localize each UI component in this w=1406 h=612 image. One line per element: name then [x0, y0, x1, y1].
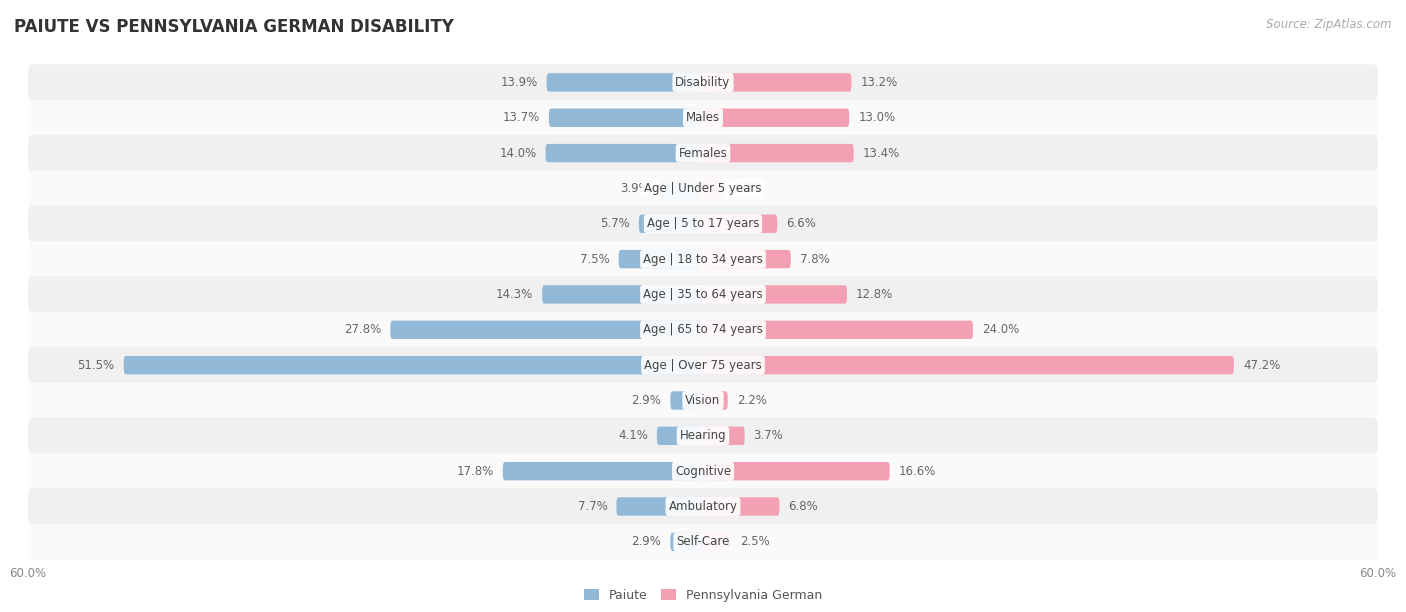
- FancyBboxPatch shape: [703, 321, 973, 339]
- Text: Self-Care: Self-Care: [676, 536, 730, 548]
- Text: Cognitive: Cognitive: [675, 465, 731, 477]
- FancyBboxPatch shape: [28, 453, 1378, 489]
- Text: 47.2%: 47.2%: [1243, 359, 1281, 371]
- Text: 2.2%: 2.2%: [737, 394, 766, 407]
- Text: 51.5%: 51.5%: [77, 359, 115, 371]
- FancyBboxPatch shape: [28, 241, 1378, 277]
- Text: Source: ZipAtlas.com: Source: ZipAtlas.com: [1267, 18, 1392, 31]
- FancyBboxPatch shape: [703, 108, 849, 127]
- Text: 16.6%: 16.6%: [898, 465, 936, 477]
- FancyBboxPatch shape: [703, 498, 779, 516]
- FancyBboxPatch shape: [28, 418, 1378, 454]
- FancyBboxPatch shape: [28, 524, 1378, 560]
- FancyBboxPatch shape: [503, 462, 703, 480]
- Text: Ambulatory: Ambulatory: [668, 500, 738, 513]
- Text: 13.2%: 13.2%: [860, 76, 897, 89]
- Text: Age | 35 to 64 years: Age | 35 to 64 years: [643, 288, 763, 301]
- Text: 2.5%: 2.5%: [740, 536, 770, 548]
- Text: 5.7%: 5.7%: [600, 217, 630, 230]
- FancyBboxPatch shape: [703, 356, 1234, 375]
- FancyBboxPatch shape: [28, 170, 1378, 206]
- Text: Females: Females: [679, 147, 727, 160]
- FancyBboxPatch shape: [638, 215, 703, 233]
- Text: 13.0%: 13.0%: [858, 111, 896, 124]
- FancyBboxPatch shape: [28, 312, 1378, 348]
- Text: Hearing: Hearing: [679, 429, 727, 442]
- FancyBboxPatch shape: [703, 215, 778, 233]
- FancyBboxPatch shape: [659, 179, 703, 198]
- FancyBboxPatch shape: [547, 73, 703, 92]
- Text: Disability: Disability: [675, 76, 731, 89]
- FancyBboxPatch shape: [546, 144, 703, 162]
- FancyBboxPatch shape: [703, 285, 846, 304]
- Text: 3.7%: 3.7%: [754, 429, 783, 442]
- FancyBboxPatch shape: [703, 73, 852, 92]
- FancyBboxPatch shape: [28, 64, 1378, 100]
- FancyBboxPatch shape: [703, 391, 728, 409]
- FancyBboxPatch shape: [543, 285, 703, 304]
- FancyBboxPatch shape: [703, 462, 890, 480]
- Text: 1.9%: 1.9%: [734, 182, 763, 195]
- Text: 24.0%: 24.0%: [981, 323, 1019, 336]
- FancyBboxPatch shape: [28, 206, 1378, 242]
- Text: 6.8%: 6.8%: [789, 500, 818, 513]
- Legend: Paiute, Pennsylvania German: Paiute, Pennsylvania German: [579, 584, 827, 607]
- FancyBboxPatch shape: [703, 250, 790, 268]
- Text: 12.8%: 12.8%: [856, 288, 893, 301]
- FancyBboxPatch shape: [671, 391, 703, 409]
- Text: 17.8%: 17.8%: [457, 465, 494, 477]
- FancyBboxPatch shape: [28, 135, 1378, 171]
- FancyBboxPatch shape: [616, 498, 703, 516]
- Text: Age | 18 to 34 years: Age | 18 to 34 years: [643, 253, 763, 266]
- Text: 6.6%: 6.6%: [786, 217, 815, 230]
- FancyBboxPatch shape: [391, 321, 703, 339]
- FancyBboxPatch shape: [124, 356, 703, 375]
- Text: 2.9%: 2.9%: [631, 536, 661, 548]
- Text: 13.9%: 13.9%: [501, 76, 537, 89]
- FancyBboxPatch shape: [671, 532, 703, 551]
- Text: 7.5%: 7.5%: [579, 253, 610, 266]
- Text: Males: Males: [686, 111, 720, 124]
- Text: 2.9%: 2.9%: [631, 394, 661, 407]
- FancyBboxPatch shape: [28, 488, 1378, 524]
- Text: 14.0%: 14.0%: [499, 147, 537, 160]
- Text: Vision: Vision: [685, 394, 721, 407]
- FancyBboxPatch shape: [703, 144, 853, 162]
- FancyBboxPatch shape: [703, 532, 731, 551]
- FancyBboxPatch shape: [28, 347, 1378, 383]
- Text: 3.9%: 3.9%: [620, 182, 650, 195]
- Text: Age | Under 5 years: Age | Under 5 years: [644, 182, 762, 195]
- FancyBboxPatch shape: [703, 427, 745, 445]
- Text: Age | 65 to 74 years: Age | 65 to 74 years: [643, 323, 763, 336]
- FancyBboxPatch shape: [548, 108, 703, 127]
- Text: 7.8%: 7.8%: [800, 253, 830, 266]
- Text: 4.1%: 4.1%: [619, 429, 648, 442]
- FancyBboxPatch shape: [619, 250, 703, 268]
- Text: Age | 5 to 17 years: Age | 5 to 17 years: [647, 217, 759, 230]
- Text: 13.4%: 13.4%: [863, 147, 900, 160]
- FancyBboxPatch shape: [703, 179, 724, 198]
- Text: 14.3%: 14.3%: [496, 288, 533, 301]
- FancyBboxPatch shape: [657, 427, 703, 445]
- Text: PAIUTE VS PENNSYLVANIA GERMAN DISABILITY: PAIUTE VS PENNSYLVANIA GERMAN DISABILITY: [14, 18, 454, 36]
- FancyBboxPatch shape: [28, 277, 1378, 313]
- Text: Age | Over 75 years: Age | Over 75 years: [644, 359, 762, 371]
- Text: 13.7%: 13.7%: [503, 111, 540, 124]
- FancyBboxPatch shape: [28, 100, 1378, 136]
- Text: 7.7%: 7.7%: [578, 500, 607, 513]
- FancyBboxPatch shape: [28, 382, 1378, 419]
- Text: 27.8%: 27.8%: [344, 323, 381, 336]
